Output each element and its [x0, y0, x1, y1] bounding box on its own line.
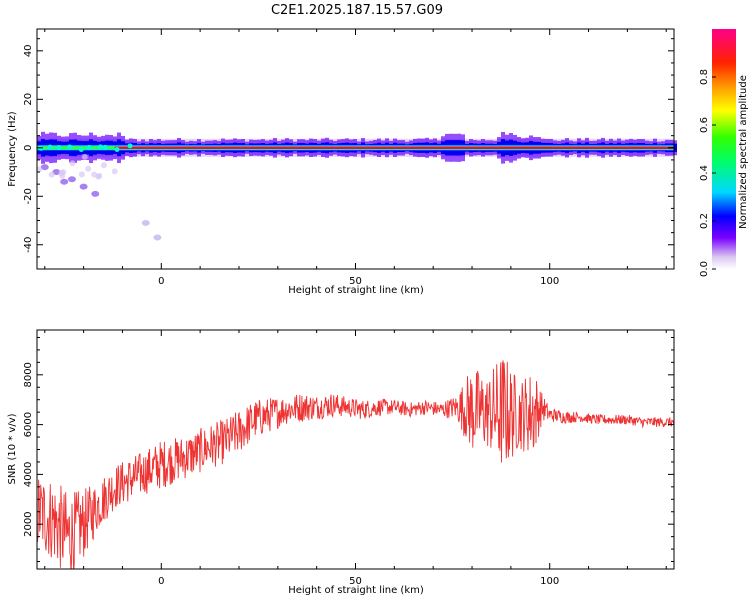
- band-spot: [38, 145, 44, 151]
- y-tick-label: 8000: [23, 362, 34, 387]
- x-tick-label: 100: [540, 276, 559, 287]
- colorbar-gradient: [712, 29, 736, 269]
- x-tick-label: 50: [349, 276, 362, 287]
- colorbar-tick-label: 0.0: [699, 261, 710, 277]
- colorbar-ticks: 0.0 0.2 0.4 0.6 0.8: [699, 69, 716, 277]
- snr-line: [37, 360, 674, 569]
- tail-haze: [111, 168, 118, 175]
- spectrogram-y-axis-label: Frequency (Hz): [7, 111, 18, 187]
- band-spot: [47, 144, 53, 150]
- band-spot: [114, 147, 120, 153]
- tail-haze: [91, 171, 98, 178]
- band-spot: [97, 144, 103, 150]
- snr-frame: [36, 329, 675, 570]
- band-spot: [102, 144, 108, 150]
- y-tick-label: -20: [23, 188, 34, 204]
- band-spot: [127, 143, 133, 149]
- colorbar: 0.0 0.2 0.4 0.6 0.8 Normalized spectral ampl…: [699, 29, 749, 277]
- colorbar-label: Normalized spectral amplitude: [738, 75, 749, 229]
- band-peak: [114, 146, 675, 149]
- y-tick-label: 40: [23, 44, 34, 57]
- tail-blob: [79, 183, 88, 190]
- y-tick-label: -40: [23, 237, 34, 253]
- snr-ticks: 0 50 100 2000 4000 6000 8000: [23, 330, 674, 587]
- snr-y-axis-label: SNR (10 * v/v): [7, 413, 18, 484]
- x-tick-label: 0: [158, 576, 164, 587]
- spectrogram-ticks: 0 50 100 40 20 0 -20 -40: [23, 29, 674, 287]
- spectrogram-x-axis-label: Height of straight line (km): [288, 285, 424, 296]
- y-tick-label: 0: [23, 145, 34, 151]
- band-spot: [86, 144, 92, 150]
- tail-blob: [153, 234, 162, 241]
- tail-blob: [40, 164, 49, 171]
- colorbar-tick-label: 0.2: [699, 213, 710, 229]
- band-spot: [78, 147, 84, 153]
- tail-blob: [141, 219, 150, 226]
- y-tick-label: 20: [23, 93, 34, 106]
- y-tick-label: 2000: [23, 511, 34, 536]
- colorbar-tick-label: 0.8: [699, 69, 710, 85]
- snr-line-marks: [37, 360, 674, 569]
- x-tick-label: 100: [540, 576, 559, 587]
- tail-blob: [91, 190, 100, 197]
- tail-haze: [58, 170, 65, 177]
- tail-haze: [96, 172, 103, 179]
- x-tick-label: 50: [349, 576, 362, 587]
- x-tick-label: 0: [158, 276, 164, 287]
- y-tick-label: 4000: [23, 462, 34, 487]
- band-spot: [56, 145, 62, 151]
- tail-haze: [36, 166, 43, 173]
- tail-haze: [69, 160, 76, 167]
- tail-haze: [48, 171, 55, 178]
- spectrogram-panel: 0 50 100 40 20 0 -20 -40 Height of straight lin…: [7, 28, 677, 296]
- tail-haze: [100, 162, 107, 169]
- y-tick-label: 6000: [23, 412, 34, 437]
- spectrogram-marks: [36, 131, 677, 241]
- tail-blob: [60, 178, 69, 185]
- band-spot: [67, 144, 73, 150]
- colorbar-tick-label: 0.4: [699, 165, 710, 181]
- tail-haze: [78, 171, 85, 178]
- snr-panel: 0 50 100 2000 4000 6000 8000 Height of straigh…: [7, 329, 675, 596]
- tail-haze: [85, 165, 92, 172]
- snr-x-axis-label: Height of straight line (km): [288, 585, 424, 596]
- tail-blob: [67, 176, 76, 183]
- chart-title: C2E1.2025.187.15.57.G09: [271, 3, 443, 18]
- band-core-blue: [673, 143, 677, 152]
- colorbar-tick-label: 0.6: [699, 117, 710, 133]
- tail-haze: [81, 153, 88, 160]
